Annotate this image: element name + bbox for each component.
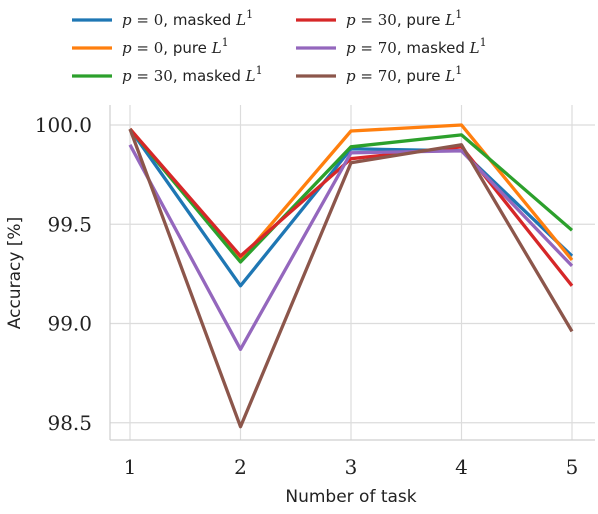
- legend: p = 0, masked L1 p = 0, pure L1 p = 30, ma…: [72, 8, 487, 85]
- y-tick-label: 98.5: [47, 411, 92, 435]
- series-line-p70-masked: [128, 144, 574, 351]
- y-tick-labels: 98.5 99.0 99.5 100.0: [35, 113, 92, 435]
- x-tick-label: 2: [234, 455, 247, 479]
- series-lines: [128, 123, 574, 429]
- x-tick-label: 1: [124, 455, 137, 479]
- series-line-p70-pure: [128, 128, 574, 429]
- grid: [110, 105, 595, 440]
- y-tick-label: 99.0: [47, 312, 92, 336]
- x-tick-label: 3: [345, 455, 358, 479]
- y-tick-label: 100.0: [35, 113, 92, 137]
- y-tick-label: 99.5: [47, 212, 92, 236]
- y-axis-label: Accuracy [%]: [5, 217, 25, 329]
- x-tick-label: 5: [566, 455, 579, 479]
- legend-entry: p = 30, masked L1: [122, 64, 263, 85]
- legend-entry: p = 70, pure L1: [346, 64, 462, 85]
- legend-entry: p = 0, pure L1: [122, 36, 229, 57]
- x-axis-label: Number of task: [285, 487, 416, 507]
- legend-entry: p = 30, pure L1: [346, 8, 462, 29]
- legend-entry: p = 70, masked L1: [346, 36, 487, 57]
- axes: [109, 105, 595, 441]
- series-line-p30-masked: [128, 127, 574, 264]
- x-tick-label: 4: [455, 455, 468, 479]
- x-tick-labels: 1 2 3 4 5: [124, 455, 579, 479]
- series-line-p30-pure: [128, 127, 574, 287]
- legend-entry: p = 0, masked L1: [122, 8, 253, 29]
